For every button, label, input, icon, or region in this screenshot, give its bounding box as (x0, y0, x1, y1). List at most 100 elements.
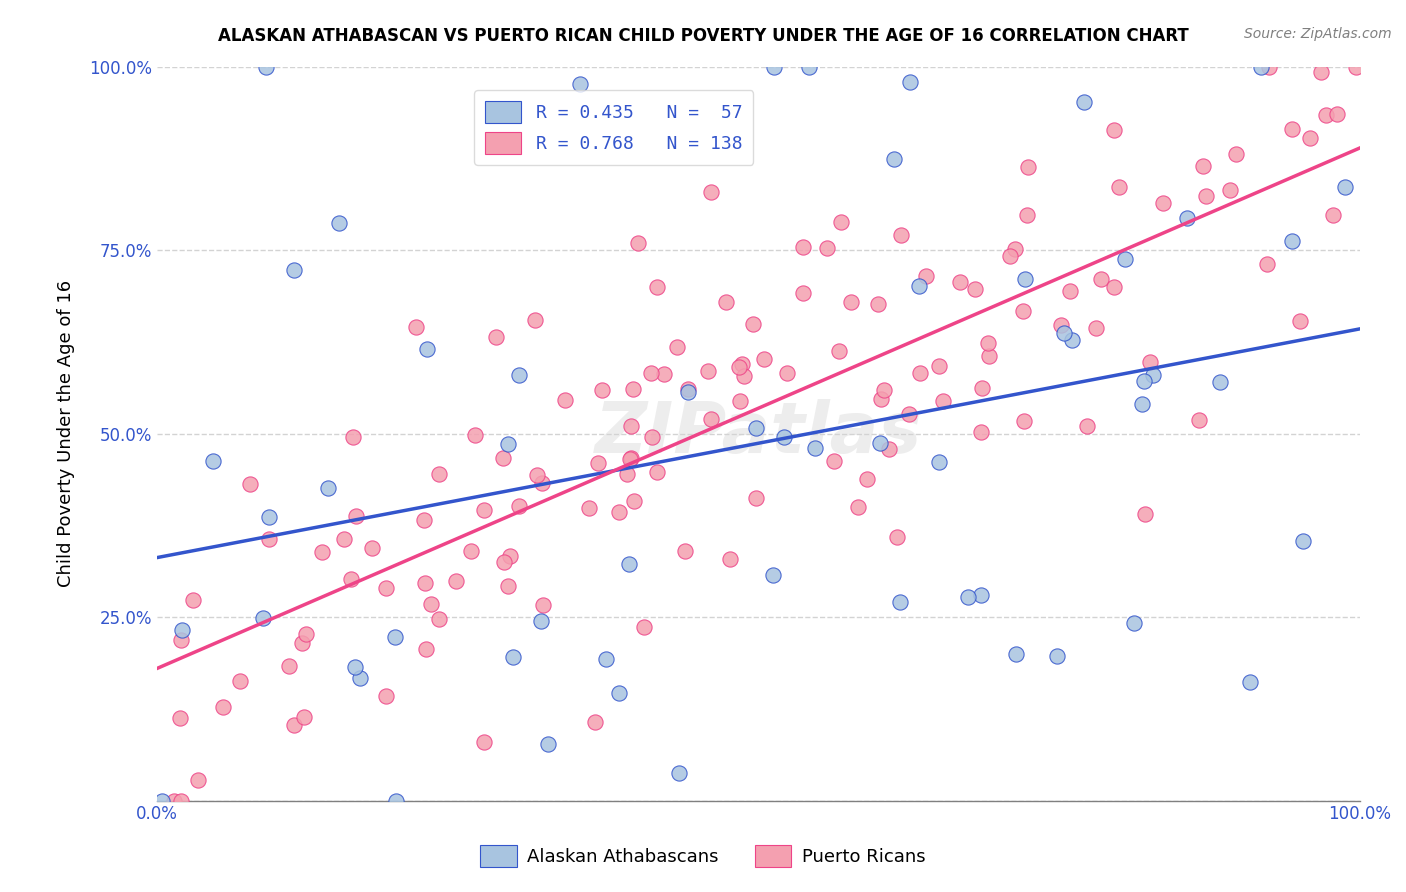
Text: Source: ZipAtlas.com: Source: ZipAtlas.com (1244, 27, 1392, 41)
Point (229, 673, 252, 688)
Point (652, 367, 675, 381)
Point (908, 278, 931, 293)
Point (1225, 147, 1247, 161)
Point (496, 437, 519, 451)
Point (344, 660, 367, 674)
Point (316, 481, 339, 495)
Point (970, 381, 993, 395)
Point (169, 632, 191, 647)
Legend: R = 0.435   N =  57, R = 0.768   N = 138: R = 0.435 N = 57, R = 0.768 N = 138 (474, 90, 754, 165)
Point (776, 366, 799, 380)
Point (169, 711, 191, 725)
Point (877, 442, 900, 457)
Point (1017, 160, 1039, 174)
Point (349, 671, 371, 685)
Point (1333, 180, 1355, 194)
Point (1256, 257, 1278, 271)
Point (374, 581, 396, 595)
Point (804, 441, 827, 455)
Point (1073, 95, 1095, 109)
Point (360, 541, 382, 555)
Point (616, 467, 638, 481)
Point (554, 392, 576, 407)
Point (633, 620, 655, 634)
Point (1188, 413, 1211, 427)
Point (531, 476, 554, 491)
Point (291, 636, 314, 650)
Point (183, 592, 205, 607)
Point (619, 452, 641, 467)
Point (728, 359, 751, 374)
Point (1090, 271, 1112, 285)
Point (283, 263, 305, 277)
Point (617, 557, 640, 571)
Point (1209, 375, 1232, 389)
Point (665, 340, 688, 354)
Point (830, 215, 852, 229)
Point (1142, 368, 1164, 382)
Point (295, 626, 318, 640)
Point (374, 689, 396, 703)
Point (531, 598, 554, 612)
Point (1012, 304, 1035, 318)
Point (239, 477, 262, 491)
Point (1133, 507, 1156, 521)
Point (890, 228, 912, 243)
Point (1053, 326, 1076, 340)
Point (1250, 60, 1272, 74)
Point (1085, 320, 1108, 334)
Point (620, 419, 643, 434)
Point (568, 77, 591, 91)
Point (897, 407, 920, 421)
Point (640, 366, 662, 380)
Point (1139, 355, 1161, 369)
Point (828, 343, 851, 358)
Point (856, 472, 879, 486)
Point (170, 794, 193, 808)
Point (292, 710, 315, 724)
Point (1046, 648, 1069, 663)
Point (586, 456, 609, 470)
Point (773, 430, 796, 444)
Point (763, 60, 786, 74)
Point (815, 241, 838, 255)
Point (1123, 615, 1146, 630)
Point (485, 330, 508, 344)
Point (530, 614, 553, 628)
Point (212, 699, 235, 714)
Point (427, 467, 450, 481)
Y-axis label: Child Poverty Under the Age of 16: Child Poverty Under the Age of 16 (58, 280, 75, 587)
Point (823, 454, 845, 468)
Point (278, 658, 301, 673)
Point (502, 649, 524, 664)
Point (970, 589, 993, 603)
Point (252, 611, 274, 625)
Point (977, 349, 1000, 363)
Point (1014, 272, 1036, 286)
Point (328, 216, 350, 230)
Point (537, 737, 560, 751)
Point (1344, 60, 1367, 74)
Point (869, 435, 891, 450)
Point (1114, 252, 1136, 267)
Point (697, 364, 720, 378)
Point (728, 394, 751, 409)
Point (526, 468, 548, 483)
Point (627, 235, 650, 250)
Point (385, 794, 408, 808)
Point (1076, 418, 1098, 433)
Point (259, 509, 281, 524)
Point (976, 336, 998, 351)
Point (908, 367, 931, 381)
Point (621, 382, 644, 396)
Point (150, 794, 173, 808)
Point (187, 772, 209, 787)
Point (792, 286, 814, 301)
Point (1133, 374, 1156, 388)
Point (1281, 121, 1303, 136)
Point (1012, 414, 1035, 428)
Point (716, 295, 738, 310)
Point (344, 509, 367, 524)
Point (595, 652, 617, 666)
Point (932, 393, 955, 408)
